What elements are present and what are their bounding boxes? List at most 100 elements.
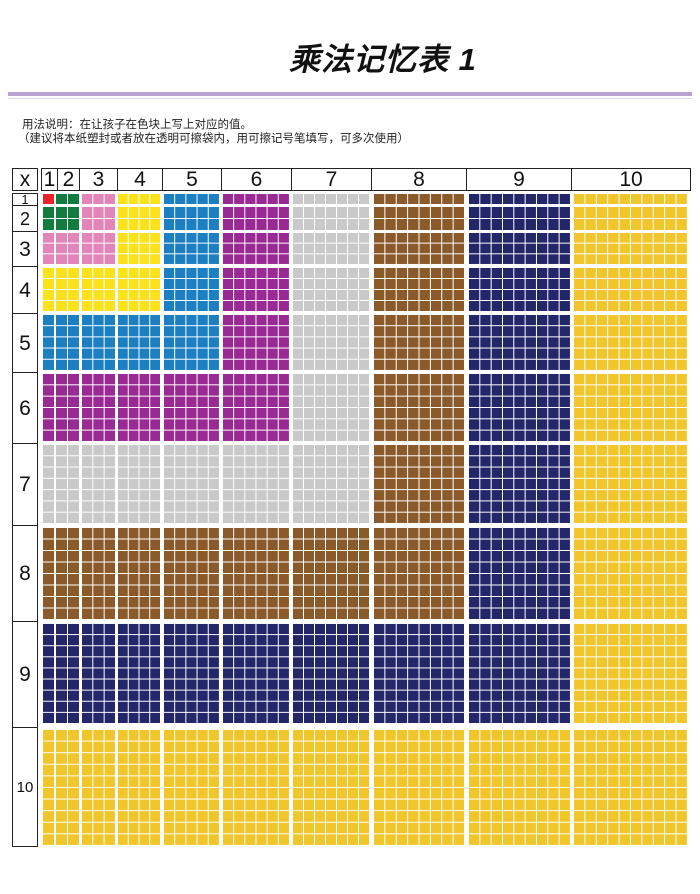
column-header-8: 8 (371, 168, 467, 191)
block-r2-c1 (42, 206, 54, 230)
block-r8-c1 (42, 527, 54, 619)
block-r8-c7 (292, 527, 369, 619)
block-r5-c8 (373, 314, 464, 370)
block-r5-c9 (468, 314, 570, 370)
block-r10-c10 (573, 729, 687, 845)
block-r9-c2 (55, 623, 79, 723)
block-r1-c1 (42, 193, 54, 204)
usage-note: （建议将本纸塑封或者放在透明可擦袋内，用可擦记号笔填写，可多次使用） (18, 133, 409, 145)
corner-cell-multiply-sign: x (12, 168, 38, 191)
block-r3-c7 (292, 232, 369, 264)
block-r2-c9 (468, 206, 570, 230)
block-r9-c10 (573, 623, 687, 723)
column-header-3: 3 (79, 168, 118, 191)
block-r9-c8 (373, 623, 464, 723)
block-r3-c5 (163, 232, 219, 264)
page-title: 乘法记忆表 1 (289, 42, 477, 77)
block-r9-c6 (222, 623, 289, 723)
block-r6-c4 (117, 373, 160, 441)
block-r2-c4 (117, 206, 160, 230)
column-header-5: 5 (162, 168, 222, 191)
column-header-9: 9 (466, 168, 572, 191)
usage-instructions: 用法说明：在让孩子在色块上写上对应的值。 (22, 119, 252, 131)
block-r4-c7 (292, 267, 369, 311)
block-r3-c10 (573, 232, 687, 264)
row-header-3: 3 (12, 231, 38, 267)
block-r2-c8 (373, 206, 464, 230)
block-r10-c5 (163, 729, 219, 845)
block-r7-c9 (468, 444, 570, 523)
block-r4-c2 (55, 267, 79, 311)
block-r2-c10 (573, 206, 687, 230)
title-divider-shadow (8, 98, 692, 99)
block-r8-c8 (373, 527, 464, 619)
block-r1-c5 (163, 193, 219, 204)
block-r3-c2 (55, 232, 79, 264)
row-header-1: 1 (12, 193, 38, 206)
block-r1-c7 (292, 193, 369, 204)
block-r6-c7 (292, 373, 369, 441)
block-r4-c3 (81, 267, 115, 311)
block-r10-c1 (42, 729, 54, 845)
block-r6-c9 (468, 373, 570, 441)
block-r10-c9 (468, 729, 570, 845)
column-header-10: 10 (571, 168, 691, 191)
block-r8-c10 (573, 527, 687, 619)
block-r7-c6 (222, 444, 289, 523)
block-r7-c8 (373, 444, 464, 523)
block-r5-c1 (42, 314, 54, 370)
block-r3-c8 (373, 232, 464, 264)
block-r6-c5 (163, 373, 219, 441)
column-header-1: 1 (41, 168, 58, 191)
block-r7-c10 (573, 444, 687, 523)
block-r2-c6 (222, 206, 289, 230)
block-r5-c3 (81, 314, 115, 370)
block-r2-c5 (163, 206, 219, 230)
block-r1-c3 (81, 193, 115, 204)
block-r3-c4 (117, 232, 160, 264)
row-header-5: 5 (12, 313, 38, 373)
column-header-4: 4 (117, 168, 163, 191)
block-r4-c10 (573, 267, 687, 311)
block-r5-c6 (222, 314, 289, 370)
block-r5-c7 (292, 314, 369, 370)
block-r6-c3 (81, 373, 115, 441)
block-r10-c6 (222, 729, 289, 845)
block-r10-c7 (292, 729, 369, 845)
title-divider (8, 92, 692, 96)
block-r10-c8 (373, 729, 464, 845)
block-r1-c2 (55, 193, 79, 204)
column-header-7: 7 (291, 168, 372, 191)
block-r8-c9 (468, 527, 570, 619)
row-header-8: 8 (12, 525, 38, 622)
block-r6-c2 (55, 373, 79, 441)
block-r6-c8 (373, 373, 464, 441)
block-r4-c8 (373, 267, 464, 311)
block-r4-c9 (468, 267, 570, 311)
block-r1-c10 (573, 193, 687, 204)
row-header-2: 2 (12, 205, 38, 232)
block-r6-c10 (573, 373, 687, 441)
block-r5-c2 (55, 314, 79, 370)
block-r1-c8 (373, 193, 464, 204)
block-r8-c5 (163, 527, 219, 619)
block-r5-c10 (573, 314, 687, 370)
block-r2-c2 (55, 206, 79, 230)
block-r1-c6 (222, 193, 289, 204)
block-r9-c9 (468, 623, 570, 723)
block-r4-c4 (117, 267, 160, 311)
block-r9-c5 (163, 623, 219, 723)
block-r10-c4 (117, 729, 160, 845)
block-r9-c3 (81, 623, 115, 723)
block-r8-c4 (117, 527, 160, 619)
block-r3-c3 (81, 232, 115, 264)
block-r8-c3 (81, 527, 115, 619)
block-r4-c5 (163, 267, 219, 311)
block-r7-c5 (163, 444, 219, 523)
block-r6-c6 (222, 373, 289, 441)
row-header-4: 4 (12, 266, 38, 314)
block-r7-c4 (117, 444, 160, 523)
block-r3-c9 (468, 232, 570, 264)
block-r4-c1 (42, 267, 54, 311)
